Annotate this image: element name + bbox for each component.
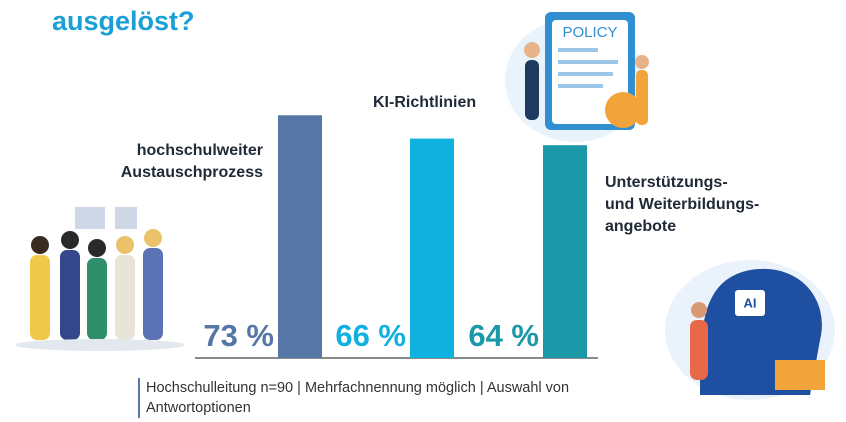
chart-title: ausgelöst? xyxy=(52,6,195,37)
category-label: KI-Richtlinien xyxy=(373,92,476,114)
bar xyxy=(410,139,454,358)
page: {"chart_data": {"type": "bar", "title": … xyxy=(0,0,846,422)
ai-illustration: AI xyxy=(665,260,835,400)
policy-illustration: POLICY xyxy=(505,12,649,142)
bar xyxy=(278,115,322,358)
footnote: Hochschulleitung n=90 | Mehrfachnennung … xyxy=(138,378,636,418)
svg-text:POLICY: POLICY xyxy=(562,24,617,41)
category-label: hochschulweiter Austauschprozess xyxy=(121,140,263,184)
bar xyxy=(543,145,587,358)
svg-text:AI: AI xyxy=(744,295,757,310)
people-illustration xyxy=(15,207,185,351)
value-label: 73 % xyxy=(203,318,274,354)
category-label: Unterstützungs- und Weiterbildungs- ange… xyxy=(605,172,759,238)
value-label: 64 % xyxy=(468,318,539,354)
value-label: 66 % xyxy=(335,318,406,354)
